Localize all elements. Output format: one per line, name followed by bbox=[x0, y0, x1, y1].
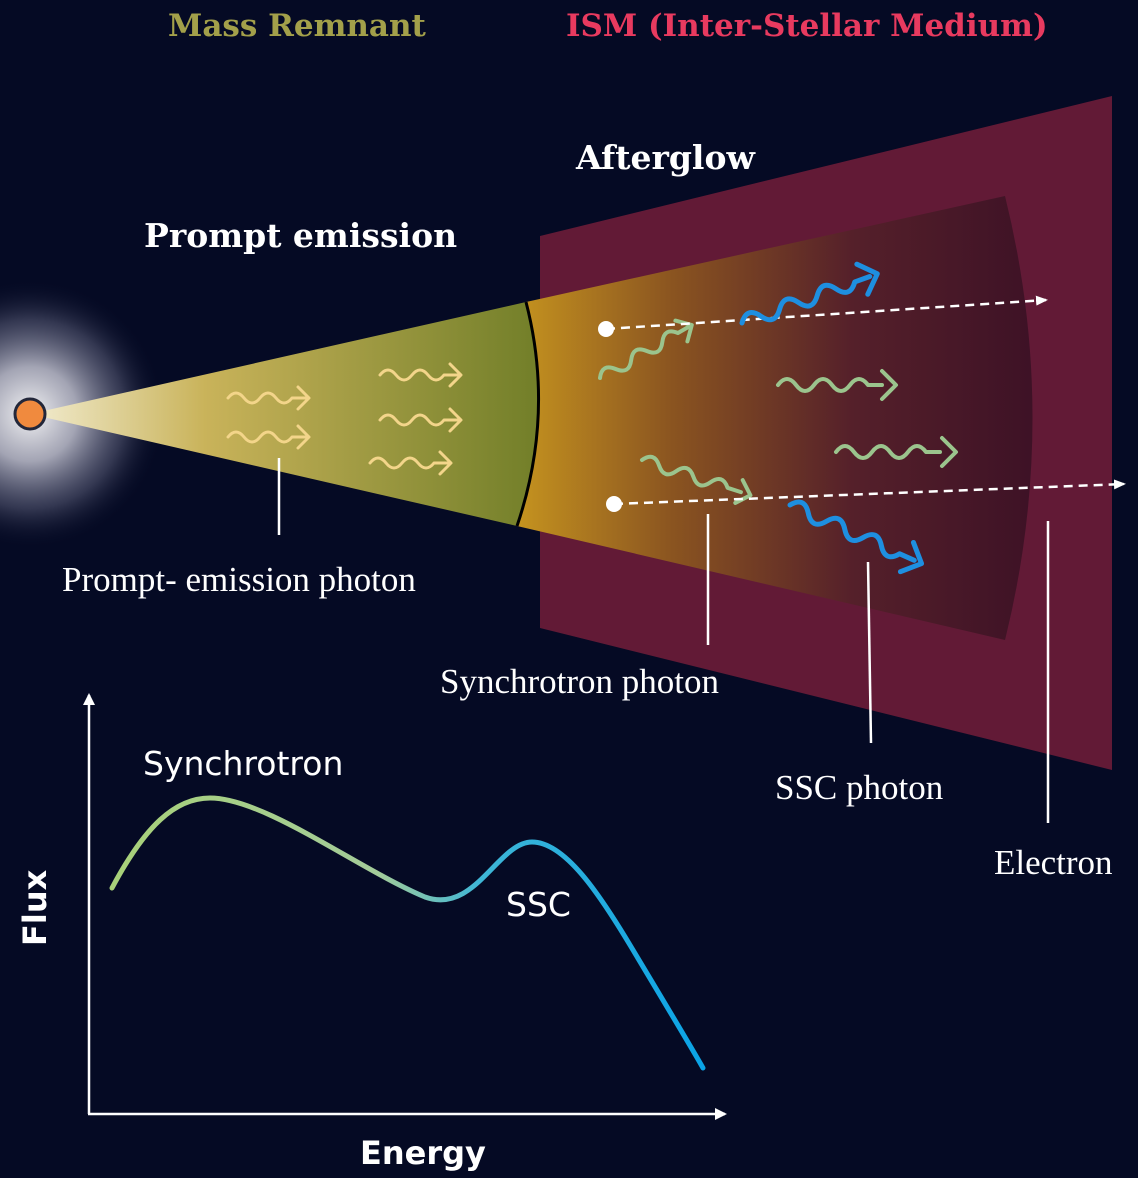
ssc-photon-label: SSC photon bbox=[775, 768, 944, 807]
spectrum-curve bbox=[109, 795, 706, 1071]
mass-remnant-header: Mass Remnant bbox=[168, 8, 426, 44]
afterglow-title: Afterglow bbox=[576, 138, 755, 177]
electron-dot-lower bbox=[606, 496, 622, 512]
prompt-photons bbox=[226, 362, 463, 476]
prompt-emission-title: Prompt emission bbox=[144, 216, 458, 255]
ssc-photons bbox=[739, 261, 925, 575]
energy-axis-label: Energy bbox=[360, 1134, 486, 1172]
central-engine bbox=[13, 397, 47, 431]
synchrotron-photons bbox=[598, 318, 958, 505]
electron-tracks bbox=[598, 295, 1126, 512]
shock-front bbox=[515, 301, 541, 527]
electron-dot-upper bbox=[598, 321, 614, 337]
electron-label: Electron bbox=[994, 843, 1113, 882]
prompt-photon-label: Prompt- emission photon bbox=[62, 560, 416, 599]
afterglow-region bbox=[517, 196, 1033, 640]
spectrum-plot bbox=[83, 693, 727, 1120]
ssc-peak-label: SSC bbox=[506, 885, 571, 924]
flux-axis-label: Flux bbox=[16, 812, 54, 946]
callout-lines bbox=[277, 458, 1050, 823]
electron-track-lower bbox=[613, 479, 1126, 506]
synchrotron-photon-label: Synchrotron photon bbox=[440, 662, 720, 701]
prompt-cone bbox=[30, 302, 539, 526]
flux-axis-text: Flux bbox=[16, 869, 54, 946]
synchrotron-peak-label: Synchrotron bbox=[143, 744, 344, 783]
electron-track-upper bbox=[605, 295, 1048, 331]
ism-header: ISM (Inter-Stellar Medium) bbox=[566, 8, 1048, 44]
